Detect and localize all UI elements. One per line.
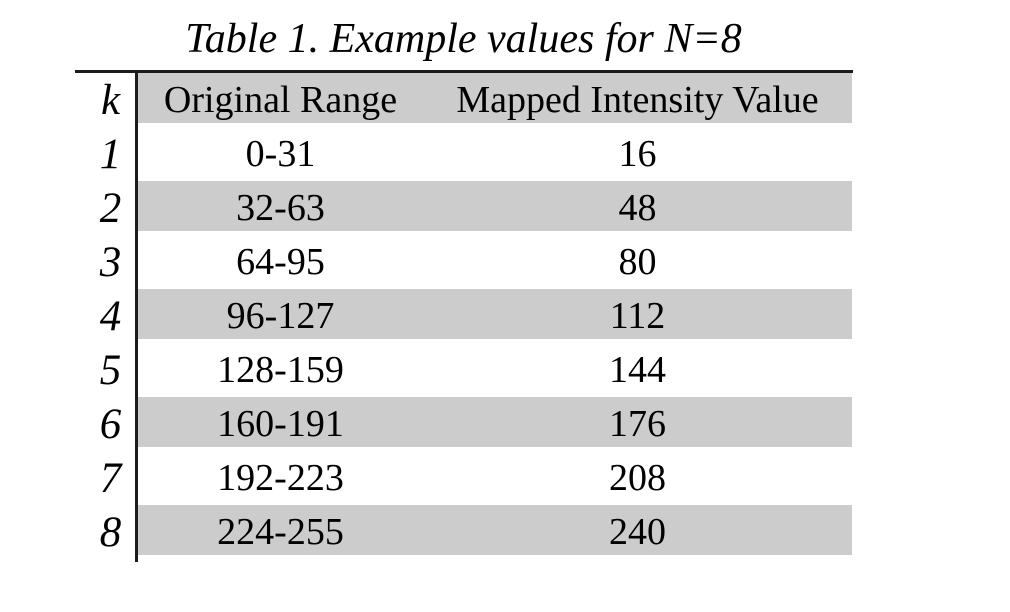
cell-original-range: 96-127 <box>226 295 335 337</box>
data-table: k Original Range Mapped Intensity Value … <box>75 73 852 559</box>
cell-k: 7 <box>99 454 122 502</box>
header-cell-mapped-intensity-value: Mapped Intensity Value <box>456 79 819 121</box>
cell-original-range: 160-191 <box>217 403 344 445</box>
cell-original-range: 192-223 <box>217 457 344 499</box>
table-body: 1 0-31 16 2 32-63 48 3 64-95 80 4 96-127 <box>75 127 852 559</box>
row-stripe <box>138 289 852 339</box>
table-header-row: k Original Range Mapped Intensity Value <box>75 73 852 127</box>
cell-k: 8 <box>99 508 122 556</box>
table-row: 6 160-191 176 <box>75 397 852 451</box>
cell-mapped-intensity-value: 144 <box>609 349 666 391</box>
table-row: 5 128-159 144 <box>75 343 852 397</box>
table-row: 7 192-223 208 <box>75 451 852 505</box>
cell-k: 2 <box>99 184 122 232</box>
row-stripe <box>138 397 852 447</box>
table-caption: Table 1. Example values for N=8 <box>185 16 742 62</box>
header-cell-original-range: Original Range <box>163 79 398 121</box>
cell-mapped-intensity-value: 48 <box>618 187 657 229</box>
row-stripe <box>138 505 852 555</box>
cell-mapped-intensity-value: 80 <box>618 241 657 283</box>
cell-mapped-intensity-value: 176 <box>609 403 666 445</box>
cell-original-range: 64-95 <box>236 241 325 283</box>
header-cell-k: k <box>100 76 121 124</box>
cell-original-range: 32-63 <box>236 187 325 229</box>
cell-mapped-intensity-value: 112 <box>609 295 666 337</box>
cell-mapped-intensity-value: 208 <box>609 457 666 499</box>
table-top-rule <box>75 70 853 73</box>
table-row: 3 64-95 80 <box>75 235 852 289</box>
cell-original-range: 0-31 <box>245 133 316 175</box>
cell-mapped-intensity-value: 16 <box>618 133 657 175</box>
cell-k: 1 <box>99 130 122 178</box>
table-row: 2 32-63 48 <box>75 181 852 235</box>
cell-k: 4 <box>99 292 122 340</box>
table-row: 8 224-255 240 <box>75 505 852 559</box>
row-stripe <box>138 181 852 231</box>
cell-k: 5 <box>99 346 122 394</box>
table-vertical-divider <box>135 70 138 562</box>
table-row: 4 96-127 112 <box>75 289 852 343</box>
cell-k: 3 <box>99 238 122 286</box>
cell-mapped-intensity-value: 240 <box>609 511 666 553</box>
cell-original-range: 128-159 <box>217 349 344 391</box>
cell-k: 6 <box>99 400 122 448</box>
header-stripe <box>138 73 852 123</box>
table-row: 1 0-31 16 <box>75 127 852 181</box>
cell-original-range: 224-255 <box>217 511 344 553</box>
